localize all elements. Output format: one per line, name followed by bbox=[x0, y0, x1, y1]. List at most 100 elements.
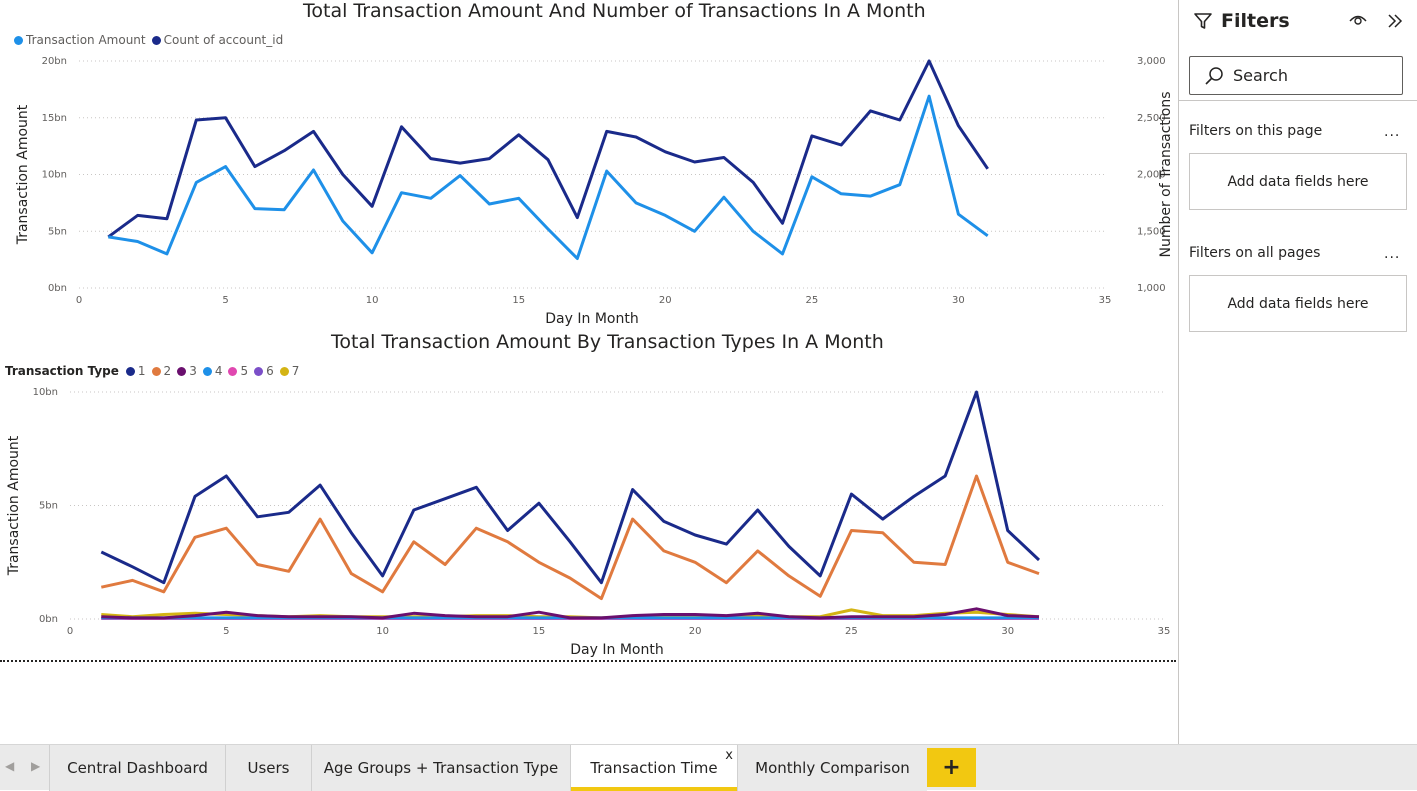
filters-all-pages-label: Filters on all pages bbox=[1189, 245, 1321, 261]
y-axis-title: Transaction Amount bbox=[6, 435, 22, 576]
y-tick-label: 15bn bbox=[42, 113, 67, 124]
y-tick-label: 0bn bbox=[39, 614, 58, 625]
legend-marker-icon bbox=[151, 35, 161, 45]
x-tick-label: 15 bbox=[512, 295, 525, 306]
active-tab-indicator bbox=[571, 787, 737, 791]
y2-axis-title: Number of Transactions bbox=[1158, 91, 1174, 257]
legend-marker-icon bbox=[202, 366, 212, 376]
series-line-3 bbox=[101, 607, 1040, 620]
legend-marker-icon bbox=[279, 366, 289, 376]
legend-label: 7 bbox=[291, 364, 300, 378]
y2-tick-label: 2,500 bbox=[1137, 113, 1166, 124]
x-axis-title: Day In Month bbox=[545, 311, 638, 327]
search-icon bbox=[1205, 66, 1223, 85]
legend-title: Transaction Type bbox=[5, 364, 119, 378]
series-line-1 bbox=[100, 390, 1041, 585]
x-tick-label: 10 bbox=[366, 295, 379, 306]
legend-label: Transaction Amount bbox=[26, 33, 146, 47]
tab-label: Central Dashboard bbox=[67, 759, 208, 777]
x-tick-label: 10 bbox=[376, 626, 389, 637]
chart1-plot[interactable]: 0bn 5bn 10bn 15bn 20bn 0 5 10 15 20 25 30 35 1,000 1,5… bbox=[0, 0, 1178, 330]
legend-marker-icon bbox=[254, 366, 264, 376]
page-tabs-bar: ◀ ▶ Central Dashboard Users Age Groups +… bbox=[0, 744, 1417, 791]
tab-transaction-time[interactable]: Transaction Time x bbox=[570, 745, 737, 791]
y-axis-title: Transaction Amount bbox=[15, 104, 31, 245]
more-options-button[interactable]: ... bbox=[1384, 246, 1401, 262]
chart1-legend: Transaction Amount Count of account_id bbox=[14, 33, 289, 47]
y2-tick-label: 1,000 bbox=[1137, 283, 1166, 294]
x-tick-label: 15 bbox=[532, 626, 545, 637]
page-filters-dropzone[interactable]: Add data fields here bbox=[1189, 153, 1407, 210]
collapse-pane-icon[interactable] bbox=[1386, 12, 1404, 30]
legend-label: 5 bbox=[240, 364, 249, 378]
tab-age-groups-transaction-type[interactable]: Age Groups + Transaction Type bbox=[311, 745, 570, 791]
legend-label: 1 bbox=[137, 364, 146, 378]
y-tick-label: 10bn bbox=[42, 170, 67, 181]
y2-tick-label: 2,000 bbox=[1137, 170, 1166, 181]
x-tick-label: 20 bbox=[689, 626, 702, 637]
chart2-title: Total Transaction Amount By Transaction … bbox=[331, 331, 884, 353]
x-tick-label: 5 bbox=[223, 626, 229, 637]
legend-item-transaction-amount[interactable]: Transaction Amount bbox=[14, 33, 146, 47]
more-options-button[interactable]: ... bbox=[1384, 124, 1401, 140]
x-tick-label: 35 bbox=[1158, 626, 1171, 637]
search-placeholder: Search bbox=[1233, 66, 1288, 85]
x-axis-title: Day In Month bbox=[570, 642, 663, 658]
y-tick-label: 5bn bbox=[39, 501, 58, 512]
tab-label: Age Groups + Transaction Type bbox=[323, 759, 559, 777]
legend-marker-icon bbox=[125, 366, 135, 376]
legend-item-count-account-id[interactable]: Count of account_id bbox=[151, 33, 283, 47]
filter-icon bbox=[1194, 13, 1212, 29]
legend-item-type-5[interactable]: 5 bbox=[228, 364, 248, 378]
legend-item-type-3[interactable]: 3 bbox=[177, 364, 197, 378]
all-pages-filters-dropzone[interactable]: Add data fields here bbox=[1189, 275, 1407, 332]
add-page-button[interactable]: + bbox=[927, 748, 976, 787]
x-tick-label: 35 bbox=[1099, 295, 1112, 306]
x-tick-label: 30 bbox=[1001, 626, 1014, 637]
tab-users[interactable]: Users bbox=[225, 745, 311, 791]
legend-marker-icon bbox=[177, 366, 187, 376]
series-line-count-of-account-id bbox=[107, 59, 989, 239]
filters-title: Filters bbox=[1221, 10, 1290, 32]
tab-monthly-comparison[interactable]: Monthly Comparison bbox=[737, 745, 927, 791]
y-tick-label: 20bn bbox=[42, 56, 67, 67]
legend-marker-icon bbox=[151, 366, 161, 376]
legend-item-type-1[interactable]: 1 bbox=[125, 364, 146, 378]
legend-label: 6 bbox=[266, 364, 274, 378]
filters-header: Filters bbox=[1193, 10, 1290, 32]
series-line-transaction-amount bbox=[108, 94, 989, 260]
y-tick-label: 0bn bbox=[48, 283, 67, 294]
prev-page-icon[interactable]: ◀ bbox=[5, 759, 15, 773]
tab-label: Users bbox=[247, 759, 290, 777]
tab-label: Monthly Comparison bbox=[755, 759, 910, 777]
legend-label: 2 bbox=[163, 364, 172, 378]
legend-item-type-6[interactable]: 6 bbox=[254, 364, 274, 378]
filters-divider bbox=[1179, 100, 1417, 101]
legend-item-type-4[interactable]: 4 bbox=[202, 364, 223, 378]
x-tick-label: 0 bbox=[76, 295, 82, 306]
y2-tick-label: 3,000 bbox=[1137, 56, 1166, 67]
chart1-title: Total Transaction Amount And Number of T… bbox=[303, 0, 926, 22]
x-tick-label: 20 bbox=[659, 295, 672, 306]
report-canvas: Total Transaction Amount And Number of T… bbox=[0, 0, 1178, 662]
filters-on-page-label: Filters on this page bbox=[1189, 123, 1323, 139]
legend-item-type-7[interactable]: 7 bbox=[279, 364, 300, 378]
tab-central-dashboard[interactable]: Central Dashboard bbox=[49, 745, 225, 791]
x-tick-label: 0 bbox=[67, 626, 73, 637]
eye-icon[interactable] bbox=[1349, 13, 1367, 27]
y-tick-label: 5bn bbox=[48, 226, 67, 237]
legend-marker-icon bbox=[228, 366, 238, 376]
y2-tick-label: 1,500 bbox=[1137, 226, 1166, 237]
x-tick-label: 30 bbox=[952, 295, 965, 306]
legend-marker-icon bbox=[14, 35, 23, 45]
visual-divider bbox=[0, 660, 1176, 662]
x-tick-label: 25 bbox=[805, 295, 818, 306]
legend-label: 3 bbox=[189, 364, 197, 378]
close-tab-icon[interactable]: x bbox=[725, 748, 733, 763]
filters-search-input[interactable]: Search bbox=[1189, 56, 1403, 95]
next-page-icon[interactable]: ▶ bbox=[31, 759, 41, 773]
legend-item-type-2[interactable]: 2 bbox=[151, 364, 172, 378]
filters-pane: Filters Search Filters on this page ... … bbox=[1178, 0, 1417, 744]
legend-label: 4 bbox=[214, 364, 223, 378]
